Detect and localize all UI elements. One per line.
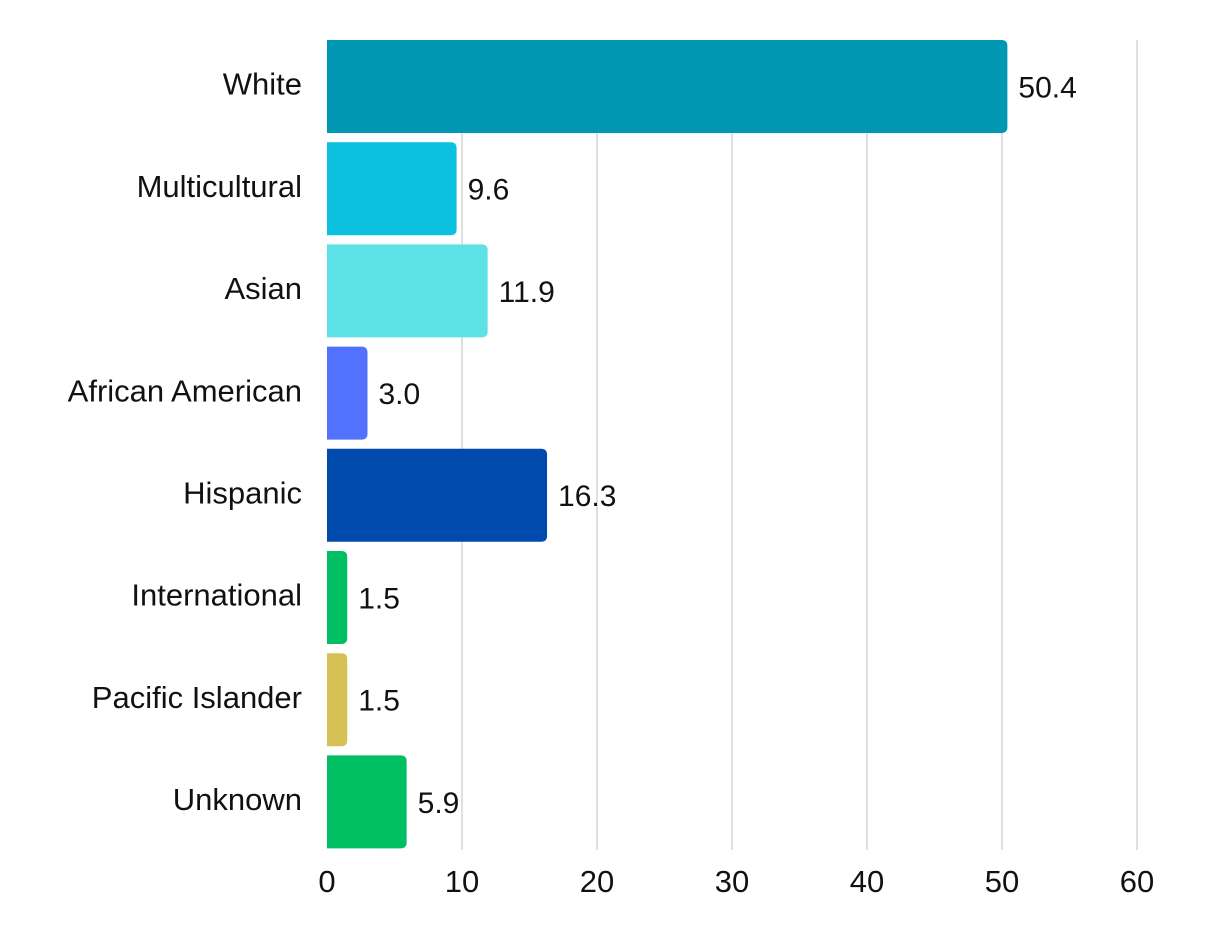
x-tick-label: 0 <box>318 864 335 899</box>
category-label: Unknown <box>173 782 302 817</box>
x-tick-label: 50 <box>985 864 1019 899</box>
bar <box>327 653 348 747</box>
bar <box>327 346 368 440</box>
category-label: Asian <box>224 271 302 306</box>
category-labels: White Multicultural Asian African American H… <box>68 67 302 817</box>
data-label: 16.3 <box>558 480 616 513</box>
x-tick-label: 40 <box>850 864 884 899</box>
category-label: White <box>223 67 302 102</box>
x-tick-label: 10 <box>445 864 479 899</box>
data-label: 1.5 <box>358 685 400 718</box>
bar <box>327 755 407 849</box>
data-label: 50.4 <box>1018 71 1076 104</box>
x-tick-label: 60 <box>1120 864 1154 899</box>
bars <box>327 40 1008 849</box>
category-label: Pacific Islander <box>92 680 302 715</box>
x-tick-label: 30 <box>715 864 749 899</box>
bar <box>327 244 488 338</box>
x-axis-ticks: 0 10 20 30 40 50 60 <box>318 864 1154 899</box>
category-label: Multicultural <box>137 169 302 204</box>
bar <box>327 551 348 644</box>
data-label: 3.0 <box>379 378 421 411</box>
bar <box>327 142 457 236</box>
x-tick-label: 20 <box>580 864 614 899</box>
data-label: 1.5 <box>358 582 400 615</box>
gridlines <box>461 40 1138 850</box>
data-label: 11.9 <box>499 276 555 309</box>
value-labels: 50.4 9.6 11.9 3.0 16.3 1.5 1.5 5.9 <box>358 71 1077 819</box>
category-label: International <box>131 578 302 613</box>
bar <box>327 448 548 542</box>
category-label: Hispanic <box>183 475 302 510</box>
data-label: 9.6 <box>468 174 510 207</box>
bar <box>327 40 1008 133</box>
category-label: African American <box>68 373 302 408</box>
data-label: 5.9 <box>418 787 460 820</box>
